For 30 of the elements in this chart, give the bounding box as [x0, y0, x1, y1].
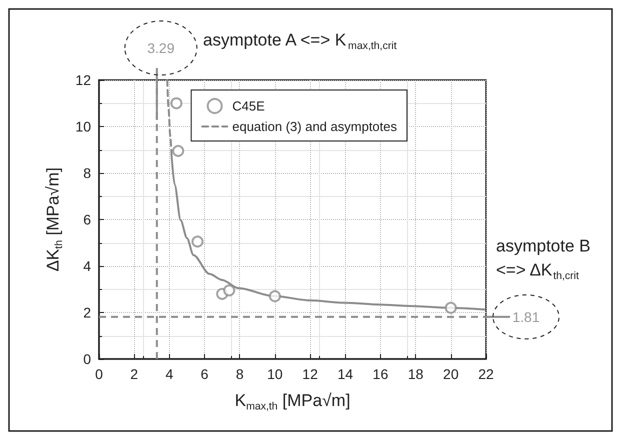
x-tick-label: 22: [478, 366, 494, 382]
x-tick-label: 18: [408, 366, 424, 382]
point: [192, 236, 204, 248]
y-axis-title: ΔKth [MPa√m]: [44, 167, 66, 272]
x-tick-label: 0: [95, 366, 104, 382]
y-tick-label: 8: [83, 165, 92, 181]
point: [223, 284, 236, 296]
legend-label: C45E: [232, 98, 266, 114]
y-tick-label: 0: [83, 351, 92, 367]
legend-label: equation (3) and asymptotes: [232, 119, 398, 134]
x-tick-label: 20: [443, 366, 459, 382]
x-tick-label: 2: [130, 366, 138, 382]
x-tick-label: 4: [165, 366, 174, 382]
y-tick-label: 12: [75, 72, 92, 88]
x-tick-label: 12: [302, 366, 318, 382]
x-tick-label: 10: [267, 366, 283, 382]
point: [444, 302, 457, 314]
y-tick-label: 2: [83, 304, 92, 320]
x-tick-label: 6: [200, 366, 209, 382]
y-tick-label: 10: [75, 118, 92, 134]
x-tick-label: 8: [236, 366, 244, 382]
y-tick-label: 4: [83, 258, 92, 274]
ref-line-label: 3.29: [147, 40, 175, 56]
point: [268, 290, 281, 302]
point: [170, 97, 182, 110]
x-tick-label: 14: [337, 366, 354, 382]
ref-line-label: 1.81: [512, 308, 540, 325]
point: [172, 144, 184, 157]
x-tick-label: 16: [372, 366, 388, 382]
y-tick-label: 6: [83, 212, 92, 228]
